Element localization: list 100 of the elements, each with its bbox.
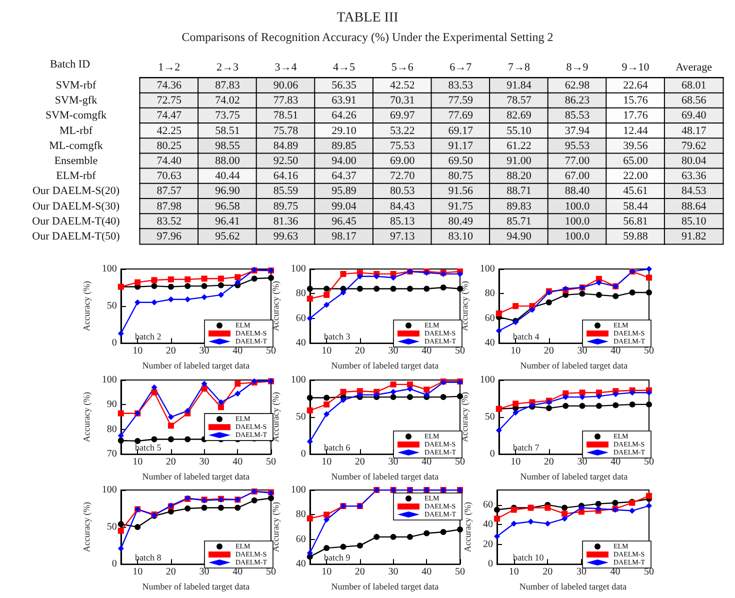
data-label: 95.53 (564, 140, 590, 152)
point (406, 386, 413, 392)
x-tick-label: 40 (232, 346, 243, 357)
y-tick-label: 60 (296, 534, 306, 545)
point (134, 438, 141, 444)
data-label: 94.00 (332, 155, 357, 167)
point (234, 274, 241, 280)
x-tick-label: 10 (510, 346, 521, 357)
data-label: 79.62 (681, 140, 706, 152)
data-label: 42.52 (390, 80, 415, 92)
point (218, 276, 224, 282)
y-tick-label: 100 (102, 264, 117, 274)
x-tick-label: 10 (132, 456, 143, 468)
data-label: 89.75 (273, 200, 299, 212)
point (646, 289, 652, 296)
point (629, 289, 636, 296)
x-tick-label: 30 (577, 346, 588, 357)
point (306, 286, 313, 292)
data-label: 100.0 (564, 230, 590, 242)
point (510, 520, 517, 527)
annotation: batch 9 (324, 552, 351, 562)
point (306, 296, 313, 302)
x-tick-label: 40 (422, 566, 432, 578)
data-label: 87.83 (215, 80, 240, 92)
point (424, 286, 430, 292)
x-tick-label: 3→4 (274, 62, 298, 74)
data-label: 22.64 (623, 80, 648, 92)
x-axis-title: Number of labeled target data (142, 360, 250, 370)
point (340, 388, 346, 395)
x-tick-label: 40 (610, 566, 620, 578)
point (424, 530, 430, 536)
point (457, 526, 463, 533)
x-axis-title: Number of labeled target data (142, 472, 250, 482)
data-label: 22.00 (623, 170, 648, 182)
data-label: 74.02 (215, 94, 240, 107)
x-tick-label: 40 (422, 456, 432, 468)
point (306, 438, 313, 445)
point (496, 310, 502, 316)
point (201, 276, 208, 282)
x-axis-title: Number of labeled target data (142, 582, 250, 592)
x-axis-title: Number of labeled target data (520, 360, 628, 370)
point (406, 286, 413, 292)
data-label: 53.22 (390, 124, 415, 137)
x-tick-label: 6→7 (450, 62, 472, 74)
y-tick-label: 40 (296, 338, 306, 349)
y-tick-label: 40 (483, 519, 493, 530)
y-tick-label: ML-comgfk (49, 140, 104, 152)
point (324, 411, 330, 418)
point (218, 282, 224, 288)
data-label: 74.36 (156, 80, 182, 92)
point (390, 394, 396, 400)
point (579, 394, 586, 400)
data-label: 75.53 (390, 140, 416, 152)
point (324, 286, 330, 292)
point (356, 286, 363, 292)
point (306, 394, 313, 401)
point (646, 266, 652, 272)
data-label: 98.55 (215, 140, 240, 152)
point (406, 381, 413, 388)
data-label: 68.56 (681, 94, 707, 107)
point (356, 392, 363, 398)
point (306, 515, 313, 522)
point (596, 280, 602, 286)
data-label: 100.0 (564, 200, 590, 212)
point (268, 274, 274, 281)
x-tick-label: 30 (577, 456, 588, 468)
point (118, 546, 124, 552)
data-label: 98.17 (332, 230, 357, 242)
point (390, 286, 396, 292)
data-label: 77.83 (273, 94, 299, 107)
x-tick-label: 50 (266, 346, 276, 357)
data-label: 84.53 (681, 185, 707, 198)
annotation: batch 8 (135, 552, 162, 562)
data-label: 37.94 (564, 124, 590, 137)
data-label: 48.17 (681, 124, 707, 137)
data-label: 97.13 (390, 230, 416, 242)
data-label: 89.85 (332, 140, 357, 152)
point (562, 504, 568, 511)
point (151, 277, 158, 284)
point (324, 516, 330, 523)
y-tick-label: 100 (102, 374, 117, 386)
y-axis-title: Accuracy (%) (270, 502, 280, 552)
data-label: 87.98 (156, 200, 182, 212)
y-axis-title: Accuracy (%) (460, 280, 470, 332)
point (390, 381, 396, 388)
point (424, 392, 430, 398)
x-tick-label: 20 (166, 346, 176, 357)
x-tick-label: 7→8 (508, 62, 530, 74)
x-tick-label: 8→9 (566, 62, 589, 74)
data-label: 96.41 (215, 215, 240, 228)
data-label: 84.89 (273, 140, 299, 152)
x-tick-label: 30 (199, 456, 210, 468)
data-label: 85.10 (681, 215, 707, 228)
x-tick-label: 20 (354, 346, 365, 357)
data-label: 40.44 (215, 170, 240, 182)
point (234, 390, 241, 397)
y-tick-label: 100 (102, 484, 117, 496)
data-label: 77.69 (448, 110, 474, 122)
data-label: 87.57 (156, 185, 182, 198)
point (596, 393, 602, 400)
